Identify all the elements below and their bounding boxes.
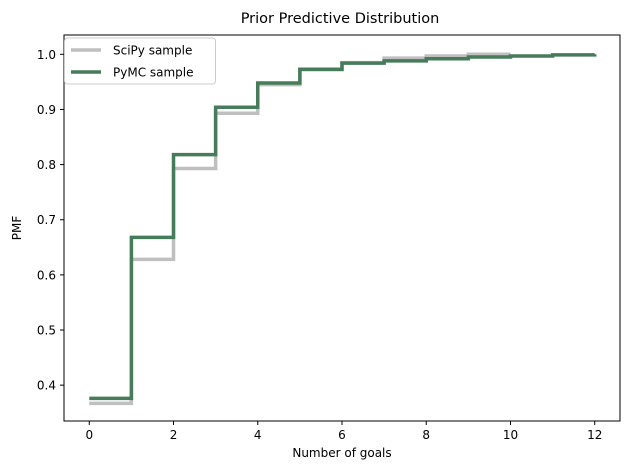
x-tick-label: 2 bbox=[170, 428, 178, 442]
y-tick-label: 0.9 bbox=[37, 103, 56, 117]
x-tick-label: 10 bbox=[503, 428, 518, 442]
series-layer bbox=[89, 52, 597, 406]
x-tick-label: 6 bbox=[338, 428, 346, 442]
y-tick-label: 0.6 bbox=[37, 268, 56, 282]
series-line-scipy bbox=[89, 52, 511, 406]
y-axis: 0.4 0.5 0.6 0.7 0.8 0.9 1.0 bbox=[37, 48, 64, 393]
x-tick-label: 0 bbox=[85, 428, 93, 442]
x-axis-title: Number of goals bbox=[292, 446, 391, 460]
x-tick-label: 4 bbox=[254, 428, 262, 442]
y-tick-label: 0.5 bbox=[37, 324, 56, 338]
series-line-pymc bbox=[89, 53, 597, 401]
legend-label-scipy: SciPy sample bbox=[113, 44, 192, 58]
y-tick-label: 0.4 bbox=[37, 379, 56, 393]
legend-box bbox=[64, 37, 216, 85]
chart-title: Prior Predictive Distribution bbox=[241, 11, 440, 27]
x-tick-label: 12 bbox=[587, 428, 602, 442]
y-tick-label: 1.0 bbox=[37, 48, 56, 62]
plot-area bbox=[63, 34, 621, 422]
x-tick-label: 8 bbox=[422, 428, 430, 442]
y-axis-title: PMF bbox=[10, 216, 24, 241]
legend-label-pymc: PyMC sample bbox=[113, 66, 194, 80]
legend: SciPy sample PyMC sample bbox=[64, 37, 216, 85]
y-tick-label: 0.8 bbox=[37, 158, 56, 172]
y-tick-label: 0.7 bbox=[37, 213, 56, 227]
plot-frame bbox=[63, 34, 621, 422]
x-axis: 0 2 4 6 8 10 12 bbox=[85, 421, 602, 442]
